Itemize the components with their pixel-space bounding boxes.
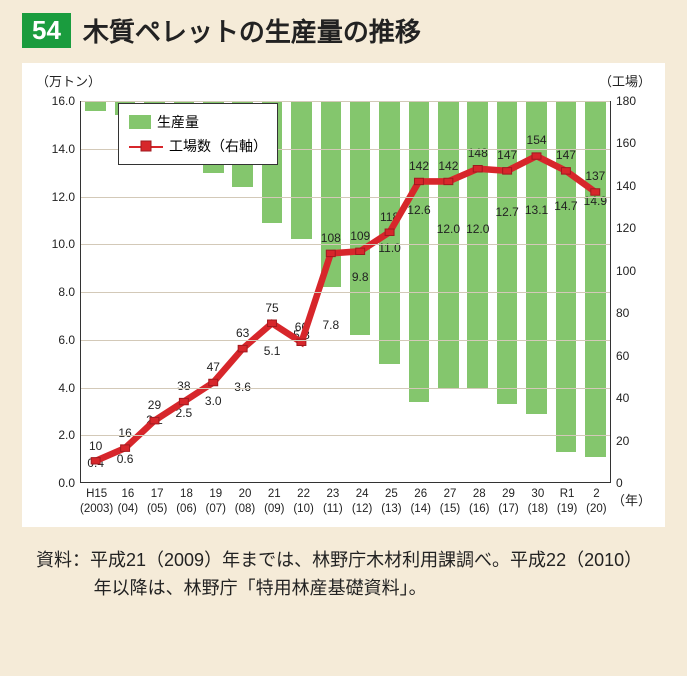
xtick: 21(09) [260, 487, 289, 517]
xtick: 27(15) [435, 487, 464, 517]
legend-bar-swatch [129, 115, 151, 129]
bar-value-label: 3.0 [205, 394, 222, 408]
ytick-right: 0 [610, 476, 623, 490]
bar [321, 101, 342, 287]
gridline [81, 244, 610, 245]
line-value-label: 142 [409, 159, 429, 173]
bar-value-label: 2.5 [176, 406, 193, 420]
line-value-label: 75 [265, 301, 278, 315]
chart-container: （万トン） （工場） 生産量 工場数（右軸） 0.4 10 0.6 16 2.229 2.… [22, 63, 665, 527]
xtick: 22(10) [289, 487, 318, 517]
line-value-label: 109 [350, 229, 370, 243]
bar-value-label: 12.0 [437, 222, 460, 236]
bar-value-label: 7.8 [322, 318, 339, 332]
source-note: 資料：平成21（2009）年までは、林野庁木材利用課調べ。平成22（2010）年… [0, 527, 687, 603]
xtick: 2(20) [582, 487, 611, 517]
bar-value-label: 9.8 [352, 270, 369, 284]
ytick-left: 2.0 [58, 428, 81, 442]
xtick: 23(11) [318, 487, 347, 517]
bar-value-label: 5.1 [264, 344, 281, 358]
line-value-label: 63 [236, 326, 249, 340]
ytick-right: 160 [610, 136, 636, 150]
line-value-label: 16 [118, 426, 131, 440]
ytick-left: 14.0 [52, 142, 81, 156]
xtick: 30(18) [523, 487, 552, 517]
xtick: 17(05) [143, 487, 172, 517]
x-axis-unit: （年） [612, 490, 651, 509]
ytick-left: 8.0 [58, 285, 81, 299]
chart-title: 木質ペレットの生産量の推移 [83, 12, 421, 49]
bar-value-label: 0.4 [87, 456, 104, 470]
xtick: 19(07) [201, 487, 230, 517]
bar-value-label: 0.6 [117, 452, 134, 466]
gridline [81, 197, 610, 198]
ytick-right: 140 [610, 179, 636, 193]
line-value-label: 147 [556, 148, 576, 162]
line-value-label: 66 [295, 320, 308, 334]
line-value-label: 38 [177, 379, 190, 393]
bar-value-label: 12.6 [407, 203, 430, 217]
bar [497, 101, 518, 404]
xtick: 29(17) [494, 487, 523, 517]
line-value-label: 29 [148, 398, 161, 412]
xtick: 28(16) [465, 487, 494, 517]
bar [409, 101, 430, 402]
x-axis: H15(2003)16(04)17(05)18(06)19(07)20(08)2… [80, 487, 611, 517]
line-value-label: 154 [527, 133, 547, 147]
ytick-right: 100 [610, 264, 636, 278]
bar [350, 101, 371, 335]
bar-value-label: 2.2 [146, 413, 163, 427]
legend-item-bar: 生産量 [129, 110, 267, 134]
xtick: H15(2003) [80, 487, 113, 517]
chart-number-badge: 54 [22, 13, 71, 48]
ytick-right: 40 [610, 391, 629, 405]
legend-item-line: 工場数（右軸） [129, 134, 267, 158]
line-value-label: 118 [380, 210, 399, 224]
xtick: 25(13) [377, 487, 406, 517]
line-value-label: 137 [585, 169, 605, 183]
y-axis-left-title: （万トン） [36, 71, 101, 90]
bar-value-label: 12.0 [466, 222, 489, 236]
gridline [81, 340, 610, 341]
ytick-left: 0.0 [58, 476, 81, 490]
ytick-right: 120 [610, 221, 636, 235]
xtick: 20(08) [230, 487, 259, 517]
bar-value-label: 12.7 [495, 205, 518, 219]
xtick: 24(12) [348, 487, 377, 517]
legend-line-label: 工場数（右軸） [169, 136, 267, 156]
xtick: R1(19) [552, 487, 581, 517]
bar [379, 101, 400, 364]
ytick-left: 4.0 [58, 381, 81, 395]
bar [585, 101, 606, 457]
ytick-left: 16.0 [52, 94, 81, 108]
gridline [81, 388, 610, 389]
y-axis-right-title: （工場） [599, 71, 651, 90]
gridline [81, 101, 610, 102]
bar-value-label: 13.1 [525, 203, 548, 217]
line-value-label: 147 [497, 148, 517, 162]
ytick-right: 60 [610, 349, 629, 363]
gridline [81, 292, 610, 293]
line-value-label: 10 [89, 439, 102, 453]
bar [85, 101, 106, 111]
line-value-label: 108 [321, 231, 341, 245]
line-value-label: 142 [438, 159, 458, 173]
ytick-left: 12.0 [52, 190, 81, 204]
xtick: 18(06) [172, 487, 201, 517]
ytick-right: 20 [610, 434, 629, 448]
ytick-right: 80 [610, 306, 629, 320]
legend: 生産量 工場数（右軸） [118, 103, 278, 165]
gridline [81, 435, 610, 436]
bar-value-label: 14.7 [554, 199, 577, 213]
legend-bar-label: 生産量 [157, 112, 199, 132]
xtick: 16(04) [113, 487, 142, 517]
line-value-label: 47 [207, 360, 220, 374]
xtick: 26(14) [406, 487, 435, 517]
legend-line-swatch [129, 139, 163, 153]
ytick-left: 10.0 [52, 237, 81, 251]
ytick-right: 180 [610, 94, 636, 108]
ytick-left: 6.0 [58, 333, 81, 347]
bar [291, 101, 312, 239]
